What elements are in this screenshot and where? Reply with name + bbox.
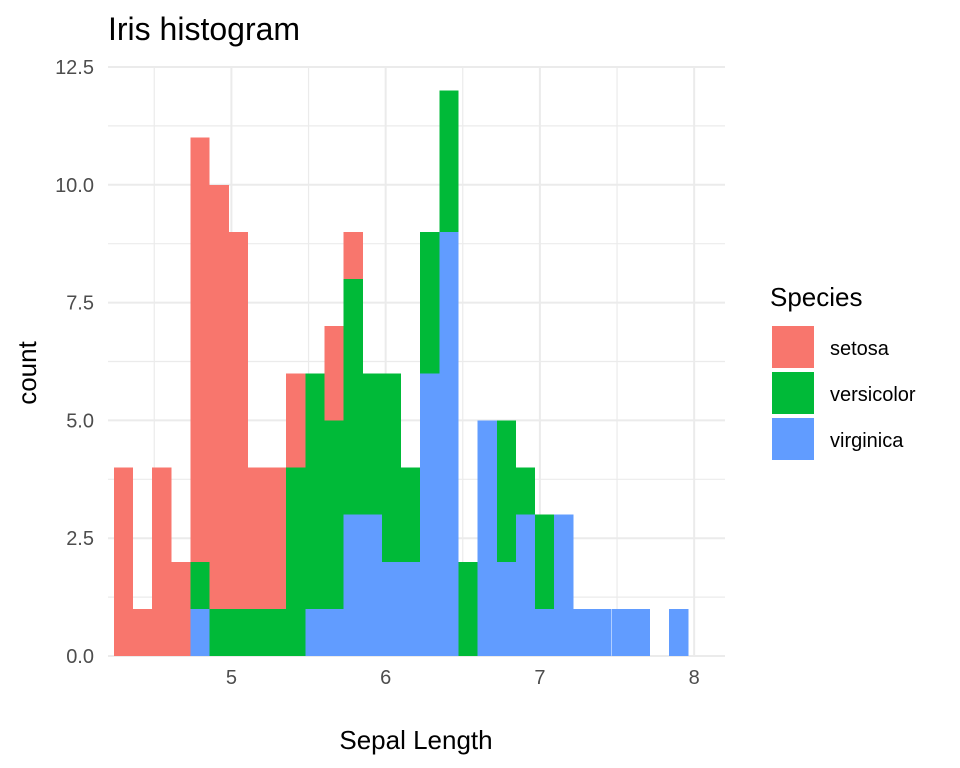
bar-virginica <box>515 514 536 656</box>
bar-setosa <box>113 467 133 656</box>
legend-label-versicolor: versicolor <box>830 384 916 406</box>
bar-setosa <box>286 373 306 468</box>
bar-virginica <box>477 420 497 656</box>
bar-versicolor <box>267 608 287 656</box>
bar-virginica <box>573 608 593 656</box>
y-tick-label: 7.5 <box>66 293 94 315</box>
y-axis-title: count <box>12 340 42 404</box>
x-tick-labels: 5 6 7 8 <box>226 667 700 689</box>
legend-label-setosa: setosa <box>830 338 890 360</box>
x-tick-label: 8 <box>689 667 700 689</box>
bar-versicolor <box>381 373 402 562</box>
y-tick-labels: 0.0 2.5 5.0 7.5 10.0 12.5 <box>55 57 94 668</box>
bar-versicolor <box>228 608 248 656</box>
bar-versicolor <box>496 420 517 562</box>
bar-setosa <box>152 467 172 656</box>
bar-setosa <box>247 467 268 609</box>
x-axis-title: Sepal Length <box>339 725 492 755</box>
legend-key-virginica <box>772 418 814 460</box>
bar-virginica <box>362 514 382 656</box>
bar-virginica <box>381 561 402 656</box>
bar-setosa <box>267 467 287 609</box>
bar-virginica <box>343 514 363 656</box>
legend-title: Species <box>770 282 863 312</box>
bar-versicolor <box>401 467 421 562</box>
legend-key-setosa <box>772 326 814 368</box>
legend: Species setosa versicolor virginica <box>770 282 916 460</box>
bar-virginica <box>439 231 459 657</box>
chart-title: Iris histogram <box>108 11 300 47</box>
bar-virginica <box>535 608 555 656</box>
bar-virginica <box>401 561 421 656</box>
bar-setosa <box>343 231 363 280</box>
bar-versicolor <box>190 561 210 609</box>
bar-virginica <box>630 608 651 656</box>
bars <box>113 90 689 657</box>
y-tick-label: 0.0 <box>66 646 94 668</box>
bar-virginica <box>190 608 210 656</box>
x-tick-label: 6 <box>380 667 391 689</box>
bar-setosa <box>324 326 344 421</box>
x-tick-label: 7 <box>534 667 545 689</box>
bar-setosa <box>209 184 229 609</box>
legend-label-virginica: virginica <box>830 430 904 452</box>
bar-setosa <box>228 231 248 609</box>
bar-versicolor <box>420 231 440 374</box>
y-tick-label: 5.0 <box>66 410 94 432</box>
bar-virginica <box>324 608 344 656</box>
bar-versicolor <box>535 514 555 609</box>
bar-versicolor <box>209 608 229 656</box>
bar-virginica <box>611 608 631 656</box>
bar-virginica <box>554 514 574 656</box>
bar-versicolor <box>362 373 382 515</box>
y-tick-label: 12.5 <box>55 57 94 79</box>
bar-versicolor <box>247 608 268 656</box>
bar-versicolor <box>343 279 363 515</box>
bar-virginica <box>669 608 689 656</box>
bar-setosa <box>171 561 191 656</box>
bar-virginica <box>305 608 325 656</box>
bar-virginica <box>496 561 517 656</box>
bar-setosa <box>132 608 153 656</box>
y-tick-label: 2.5 <box>66 528 94 550</box>
bar-versicolor <box>439 90 459 232</box>
bar-setosa <box>190 137 210 562</box>
y-tick-label: 10.0 <box>55 175 94 197</box>
bar-virginica <box>592 608 612 656</box>
bar-versicolor <box>286 467 306 656</box>
bar-versicolor <box>324 420 344 609</box>
bar-virginica <box>420 373 440 656</box>
legend-key-versicolor <box>772 372 814 414</box>
bar-versicolor <box>458 561 478 656</box>
bar-versicolor <box>305 373 325 609</box>
bar-versicolor <box>515 467 536 515</box>
x-tick-label: 5 <box>226 667 237 689</box>
